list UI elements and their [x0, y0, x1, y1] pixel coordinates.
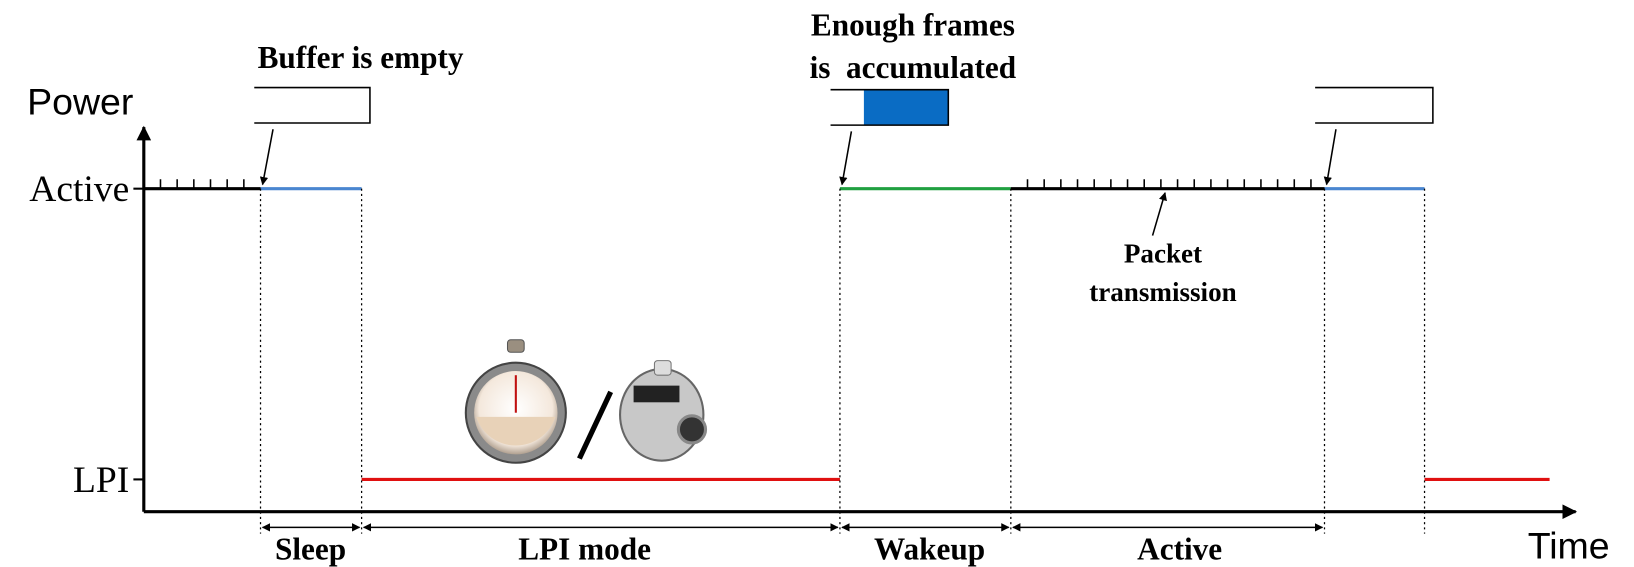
timer-icons — [466, 340, 706, 463]
phase-labels: Sleep LPI mode Wakeup Active — [275, 532, 1222, 567]
slash — [579, 392, 610, 459]
phase-label: Sleep — [275, 532, 346, 567]
counter-display — [634, 386, 680, 403]
annotation: Buffer is empty — [258, 40, 464, 75]
phase-label: Wakeup — [874, 532, 985, 567]
phase-dividers — [261, 189, 1425, 534]
phase-label: LPI mode — [518, 532, 651, 567]
counter-knob — [678, 416, 705, 443]
axes: Power Time Active LPI — [27, 81, 1610, 567]
level-label: Active — [29, 169, 129, 210]
pointer-arrow — [1327, 129, 1336, 184]
page: Power Time Active LPI Buffer is empty En… — [0, 0, 1634, 567]
pointer-arrow — [842, 131, 851, 184]
phase-label: Active — [1137, 532, 1222, 567]
buffer-fill — [864, 90, 948, 125]
annotation: transmission — [1089, 277, 1236, 307]
buffers — [254, 88, 1433, 236]
level-label: LPI — [73, 460, 129, 501]
buffer — [254, 88, 370, 123]
pointer-arrow — [263, 129, 273, 184]
annotations: Buffer is empty Enough frames is accumul… — [258, 7, 1237, 307]
annotation: is accumulated — [810, 50, 1017, 85]
pointer-arrow — [1153, 193, 1166, 236]
diagram: Power Time Active LPI Buffer is empty En… — [0, 0, 1634, 567]
x-axis-label: Time — [1528, 525, 1610, 567]
stopwatch-crown — [507, 340, 524, 353]
annotation: Packet — [1124, 239, 1202, 269]
y-axis-label: Power — [27, 81, 133, 123]
annotation: Enough frames — [811, 7, 1015, 42]
buffer — [1315, 88, 1433, 123]
power-trace — [144, 179, 1550, 479]
counter-button — [654, 361, 671, 376]
